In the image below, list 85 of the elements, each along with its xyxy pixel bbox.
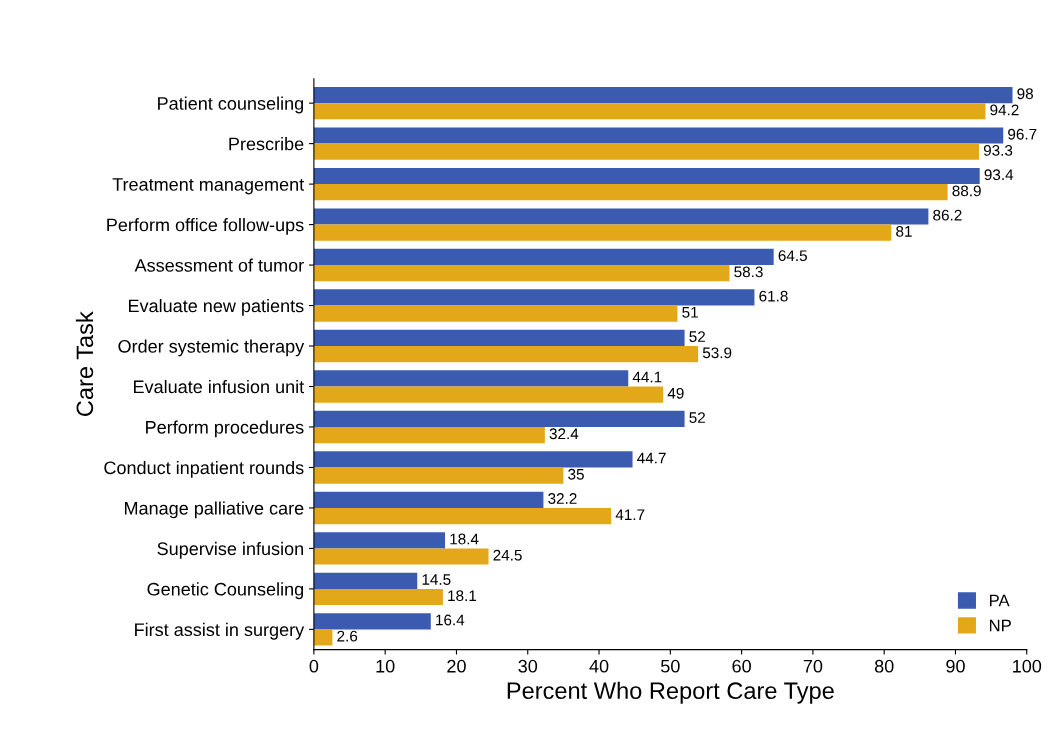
bar: [313, 588, 443, 606]
y-tick-label: Assessment of tumor: [134, 258, 304, 272]
bar: [313, 346, 699, 363]
data-label: 18.4: [450, 533, 479, 545]
bar: [313, 143, 979, 160]
data-label: 86.2: [933, 209, 962, 221]
y-tick-label: Prescribe: [229, 137, 304, 151]
data-label: 81: [896, 225, 912, 237]
bar: [313, 613, 431, 630]
data-label: 88.9: [952, 185, 981, 197]
data-label: 61.8: [759, 290, 788, 302]
y-axis-title: Care Task: [75, 311, 94, 416]
bar: [313, 127, 1004, 144]
data-label: 94.2: [990, 104, 1019, 116]
data-label: 24.5: [493, 549, 522, 561]
bar: [313, 572, 418, 589]
data-label: 98: [1017, 88, 1033, 100]
y-tick-label: Genetic Counseling: [147, 582, 303, 600]
bar: [313, 86, 1013, 104]
bar: [313, 167, 980, 185]
y-tick-label: Manage palliative care: [124, 501, 304, 519]
x-tick-label: 30: [518, 659, 538, 673]
x-tick-label: 0: [309, 659, 319, 673]
data-label: 44.7: [637, 452, 666, 464]
bar: [313, 370, 629, 387]
y-tick-label: Perform procedures: [146, 420, 304, 438]
bar: [313, 629, 333, 646]
bar: [313, 410, 685, 427]
y-tick-label: Evaluate new patients: [128, 299, 304, 316]
data-label: 16.4: [436, 614, 465, 626]
x-tick-label: 20: [447, 659, 466, 673]
data-label: 52: [689, 412, 705, 423]
y-tick-label: Evaluate infusion unit: [134, 379, 305, 394]
x-tick-label: 60: [732, 659, 751, 673]
data-label: 44.1: [632, 371, 662, 383]
data-label: 18.1: [448, 590, 477, 602]
bar: [313, 548, 489, 565]
data-label: 53.9: [702, 347, 732, 359]
bar: [313, 208, 929, 225]
x-tick-label: 80: [874, 659, 894, 673]
legend-label: NP: [989, 619, 1011, 632]
y-tick-label: Patient counseling: [158, 96, 303, 114]
x-tick-label: 90: [946, 659, 965, 673]
x-tick-label: 10: [376, 659, 395, 673]
data-label: 14.5: [422, 574, 451, 585]
bar: [313, 248, 774, 266]
bar: [313, 305, 678, 322]
bar: [313, 386, 664, 403]
x-tick-label: 100: [1013, 659, 1042, 673]
bar: [313, 289, 755, 306]
bar: [313, 532, 446, 549]
bar: [313, 491, 544, 508]
bar: [313, 103, 986, 120]
data-label: 96.7: [1008, 128, 1037, 140]
bar: [313, 451, 633, 468]
bar: [313, 184, 948, 201]
bar: [313, 224, 892, 241]
bar: [313, 265, 730, 282]
bar: [313, 329, 685, 347]
data-label: 51: [682, 307, 698, 318]
y-tick-label: Perform office follow-ups: [107, 218, 304, 235]
data-label: 93.3: [983, 145, 1013, 156]
y-tick-label: Supervise infusion: [157, 541, 303, 559]
data-label: 58.3: [734, 266, 763, 278]
x-tick-label: 50: [661, 659, 680, 673]
y-tick-label: Treatment management: [112, 178, 305, 195]
y-tick-label: Order systemic therapy: [118, 339, 305, 357]
data-label: 41.7: [615, 509, 645, 520]
y-tick-label: First assist in surgery: [135, 622, 305, 640]
bar: [313, 426, 545, 444]
data-label: 49: [667, 387, 684, 399]
bar: [313, 467, 564, 484]
data-label: 2.6: [337, 630, 358, 642]
data-label: 52: [689, 331, 705, 343]
x-tick-label: 70: [803, 659, 823, 673]
x-tick-label: 40: [589, 659, 609, 673]
y-tick-label: Conduct inpatient rounds: [104, 460, 304, 478]
data-label: 93.4: [984, 169, 1014, 181]
data-label: 32.4: [549, 428, 579, 440]
legend-label: PA: [989, 594, 1010, 607]
bar: [313, 507, 612, 525]
data-label: 64.5: [778, 250, 807, 262]
data-label: 32.2: [548, 493, 577, 504]
data-label: 35: [568, 468, 584, 480]
x-axis-title: Percent Who Report Care Type: [507, 681, 834, 704]
